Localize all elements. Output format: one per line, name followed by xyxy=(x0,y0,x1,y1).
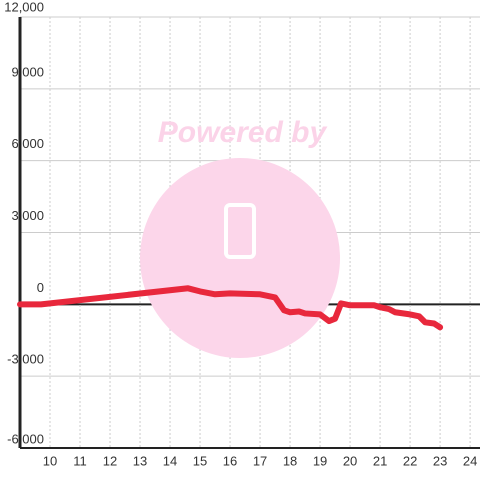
x-tick-label: 19 xyxy=(313,453,327,468)
x-tick-label: 24 xyxy=(463,453,477,468)
y-tick-label: 6,000 xyxy=(11,136,44,151)
x-tick-label: 18 xyxy=(283,453,297,468)
y-tick-label: -3,000 xyxy=(7,352,44,367)
x-tick-label: 16 xyxy=(223,453,237,468)
x-tick-label: 15 xyxy=(193,453,207,468)
y-tick-label: 3,000 xyxy=(11,208,44,223)
x-tick-label: 22 xyxy=(403,453,417,468)
y-tick-label: 0 xyxy=(37,280,44,295)
x-tick-label: 20 xyxy=(343,453,357,468)
line-series xyxy=(17,285,444,331)
x-tick-label: 11 xyxy=(73,453,87,468)
x-tick-label: 14 xyxy=(163,453,177,468)
x-tick-label: 13 xyxy=(133,453,147,468)
x-tick-label: 21 xyxy=(373,453,387,468)
x-tick-label: 23 xyxy=(433,453,447,468)
y-tick-label: 9,000 xyxy=(11,64,44,79)
x-tick-label: 10 xyxy=(43,453,57,468)
x-tick-label: 12 xyxy=(103,453,117,468)
y-tick-label: 12,000 xyxy=(4,0,44,14)
watermark-text: Powered by xyxy=(158,116,328,149)
y-tick-label: -6,000 xyxy=(7,431,44,446)
x-tick-label: 17 xyxy=(253,453,267,468)
watermark-icon xyxy=(224,203,256,259)
